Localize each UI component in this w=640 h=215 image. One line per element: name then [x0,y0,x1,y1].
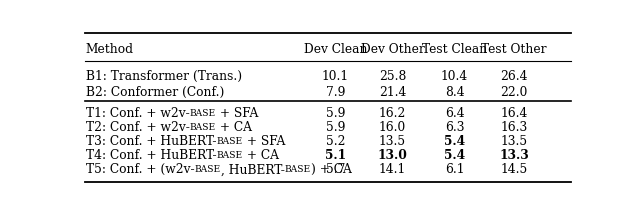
Text: T3: Conf. + HuBERT-: T3: Conf. + HuBERT- [86,135,216,148]
Text: 5.1: 5.1 [325,149,346,162]
Text: BASE: BASE [285,165,310,174]
Text: 8.4: 8.4 [445,86,464,98]
Text: ) + CA: ) + CA [310,163,351,176]
Text: 5.7: 5.7 [326,163,345,176]
Text: B1: Transformer (Trans.): B1: Transformer (Trans.) [86,70,242,83]
Text: 5.4: 5.4 [444,149,465,162]
Text: 6.1: 6.1 [445,163,464,176]
Text: 16.0: 16.0 [379,121,406,134]
Text: + SFA: + SFA [216,107,258,120]
Text: + CA: + CA [243,149,278,162]
Text: 10.1: 10.1 [322,70,349,83]
Text: 16.3: 16.3 [500,121,527,134]
Text: BASE: BASE [216,137,243,146]
Text: 7.9: 7.9 [326,86,345,98]
Text: 14.5: 14.5 [500,163,527,176]
Text: 26.4: 26.4 [500,70,528,83]
Text: 22.0: 22.0 [500,86,528,98]
Text: + SFA: + SFA [243,135,285,148]
Text: 6.4: 6.4 [445,107,464,120]
Text: 5.2: 5.2 [326,135,345,148]
Text: 16.2: 16.2 [379,107,406,120]
Text: T2: Conf. + w2v-: T2: Conf. + w2v- [86,121,190,134]
Text: Method: Method [86,43,134,56]
Text: 10.4: 10.4 [441,70,468,83]
Text: + CA: + CA [216,121,252,134]
Text: T5: Conf. + (w2v-: T5: Conf. + (w2v- [86,163,195,176]
Text: 16.4: 16.4 [500,107,528,120]
Text: 25.8: 25.8 [379,70,406,83]
Text: BASE: BASE [195,165,221,174]
Text: 5.4: 5.4 [444,135,465,148]
Text: Test Other: Test Other [481,43,547,56]
Text: Dev Clean: Dev Clean [304,43,367,56]
Text: 5.9: 5.9 [326,107,345,120]
Text: 13.5: 13.5 [500,135,527,148]
Text: BASE: BASE [190,123,216,132]
Text: 21.4: 21.4 [379,86,406,98]
Text: 5.9: 5.9 [326,121,345,134]
Text: T1: Conf. + w2v-: T1: Conf. + w2v- [86,107,189,120]
Text: BASE: BASE [189,109,216,118]
Text: 13.5: 13.5 [379,135,406,148]
Text: 14.1: 14.1 [379,163,406,176]
Text: 13.0: 13.0 [378,149,408,162]
Text: , HuBERT-: , HuBERT- [221,163,285,176]
Text: Dev Other: Dev Other [360,43,424,56]
Text: BASE: BASE [216,151,243,160]
Text: Test Clean: Test Clean [422,43,487,56]
Text: T4: Conf. + HuBERT-: T4: Conf. + HuBERT- [86,149,216,162]
Text: 13.3: 13.3 [499,149,529,162]
Text: B2: Conformer (Conf.): B2: Conformer (Conf.) [86,86,225,98]
Text: 6.3: 6.3 [445,121,464,134]
